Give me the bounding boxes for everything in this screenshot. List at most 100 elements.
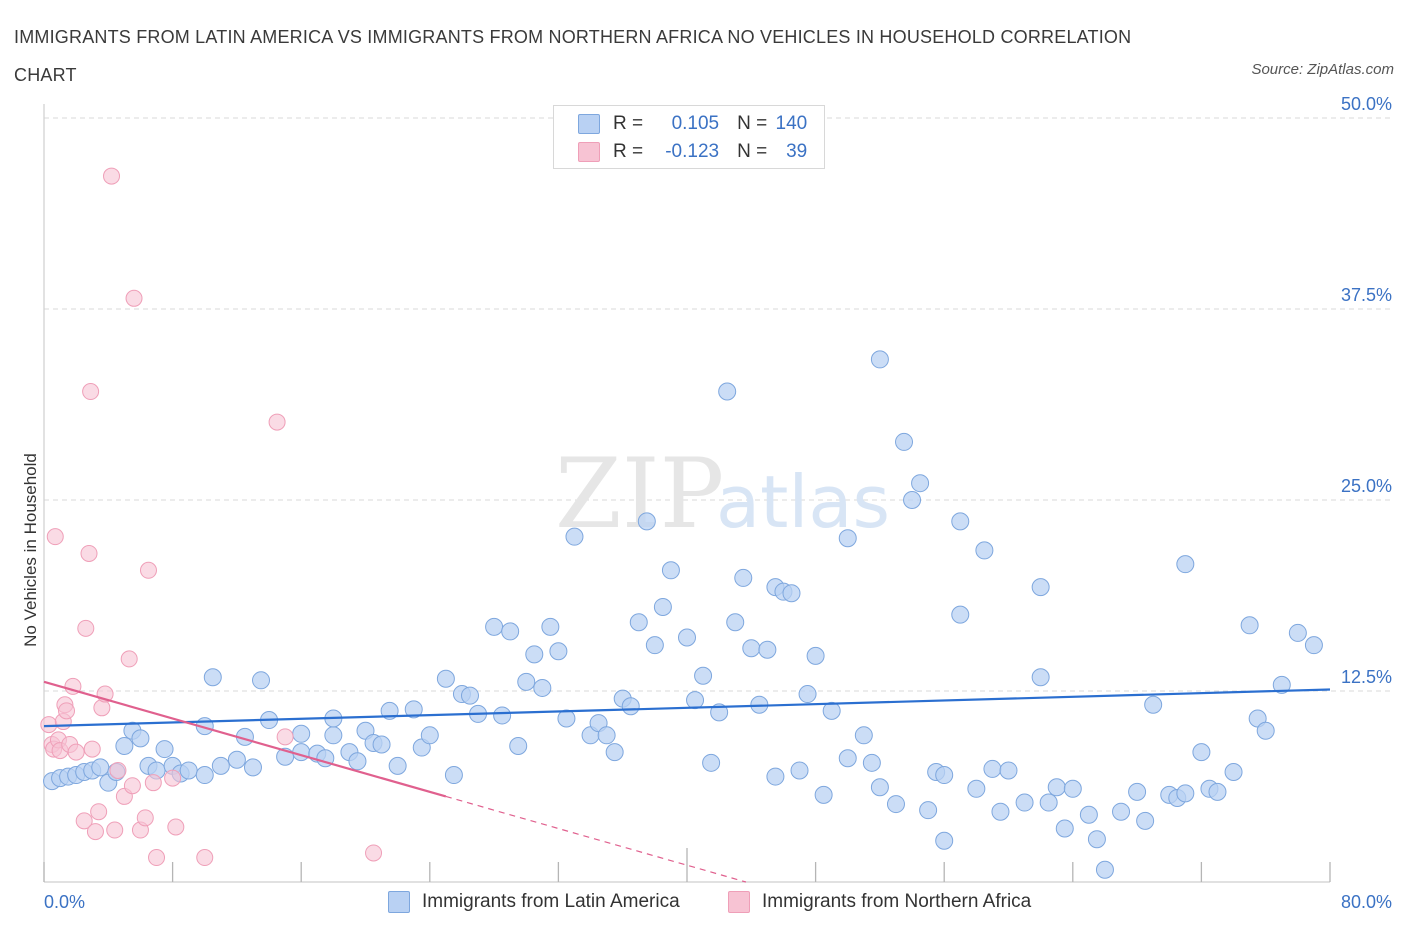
northern-africa-point-37 <box>276 728 294 746</box>
legend-item-northern-africa[interactable]: Immigrants from Northern Africa <box>728 889 1031 915</box>
latin-america-point-66 <box>629 613 648 632</box>
pink-swatch <box>728 891 750 913</box>
watermark-zip: ZIP <box>555 438 724 550</box>
pink-swatch <box>578 142 600 162</box>
latin-america-point-50 <box>493 706 512 725</box>
latin-america-point-63 <box>605 743 624 762</box>
northern-africa-point-27 <box>125 289 143 307</box>
watermark-atlas: atlas <box>716 460 890 544</box>
n-label: N = <box>737 141 768 162</box>
latin-america-point-86 <box>790 761 809 780</box>
chart-title: IMMIGRANTS FROM LATIN AMERICA VS IMMIGRA… <box>14 27 1132 85</box>
latin-america-point-47 <box>460 686 479 705</box>
latin-america-point-11 <box>131 729 150 748</box>
latin-america-point-20 <box>203 668 222 687</box>
n-value: 140 <box>775 113 808 134</box>
latin-america-point-70 <box>661 561 680 580</box>
latin-america-point-122 <box>1112 802 1131 821</box>
latin-america-point-67 <box>637 512 656 531</box>
latin-america-point-53 <box>517 672 536 691</box>
legend-label: Immigrants from Northern Africa <box>762 891 1032 912</box>
latin-america-point-92 <box>838 529 857 548</box>
latin-america-point-56 <box>541 617 560 636</box>
northern-africa-point-31 <box>144 774 162 792</box>
latin-america-point-55 <box>533 678 552 697</box>
stats-legend: R = 0.105 N = 140 R = -0.123 N = 39 <box>553 105 825 169</box>
northern-africa-point-38 <box>365 844 383 862</box>
latin-america-point-73 <box>694 666 713 685</box>
latin-america-point-116 <box>1047 778 1066 797</box>
latin-america-point-91 <box>838 749 857 768</box>
latin-america-point-113 <box>1031 578 1050 597</box>
latin-america-point-28 <box>292 724 311 743</box>
northern-africa-point-15 <box>82 383 100 401</box>
latin-america-point-14 <box>155 740 174 759</box>
latin-america-point-137 <box>1272 675 1291 694</box>
latin-america-point-97 <box>886 795 905 814</box>
latin-america-point-90 <box>822 701 841 720</box>
latin-america-point-106 <box>951 512 970 531</box>
latin-america-point-95 <box>870 350 889 369</box>
latin-america-point-38 <box>372 735 391 754</box>
northern-africa-point-25 <box>120 650 138 668</box>
latin-america-point-130 <box>1192 743 1211 762</box>
watermark: ZIP atlas <box>555 438 890 550</box>
latin-america-point-35 <box>348 752 367 771</box>
legend-item-latin-america[interactable]: Immigrants from Latin America <box>388 889 680 915</box>
northern-africa-point-36 <box>268 413 286 431</box>
latin-america-point-115 <box>1039 793 1058 812</box>
northern-africa-trend-line <box>43 680 447 798</box>
latin-america-point-22 <box>227 750 246 769</box>
latin-america-point-96 <box>870 778 889 797</box>
northern-africa-point-14 <box>80 544 98 562</box>
latin-america-point-138 <box>1288 623 1307 642</box>
stats-legend-row-latin-america: R = 0.105 N = 140 <box>578 111 807 137</box>
latin-america-point-125 <box>1144 695 1163 714</box>
latin-america-point-54 <box>525 645 544 664</box>
latin-america-point-120 <box>1087 830 1106 849</box>
northern-africa-point-13 <box>77 619 95 637</box>
latin-america-point-117 <box>1055 819 1074 838</box>
northern-africa-point-3 <box>46 528 64 546</box>
latin-america-point-32 <box>324 726 343 745</box>
trend-lines <box>43 680 1331 883</box>
latin-america-point-75 <box>710 703 729 722</box>
latin-america-point-136 <box>1256 721 1275 740</box>
northern-africa-point-34 <box>167 818 185 836</box>
r-label: R = <box>613 113 644 134</box>
x-tick-label-min: 0.0% <box>44 892 85 912</box>
latin-america-point-100 <box>911 474 930 493</box>
latin-america-point-121 <box>1095 860 1114 879</box>
latin-america-point-114 <box>1031 668 1050 687</box>
latin-america-point-78 <box>734 568 753 587</box>
northern-africa-point-12 <box>75 812 93 830</box>
latin-america-point-51 <box>501 622 520 641</box>
latin-america-point-99 <box>903 491 922 509</box>
latin-america-point-57 <box>549 642 568 661</box>
latin-america-point-111 <box>999 761 1018 780</box>
latin-america-point-103 <box>935 831 954 850</box>
northern-africa-point-18 <box>90 803 108 821</box>
latin-america-point-133 <box>1224 762 1243 781</box>
northern-africa-point-17 <box>86 823 104 841</box>
latin-america-point-79 <box>742 639 761 658</box>
latin-america-point-76 <box>718 382 737 401</box>
latin-america-point-43 <box>420 726 439 745</box>
northern-africa-point-29 <box>136 809 154 827</box>
latin-america-point-45 <box>444 766 463 785</box>
blue-swatch <box>578 114 600 134</box>
grid-lines <box>44 117 1390 692</box>
series-northern-africa-points <box>40 167 383 867</box>
northern-africa-point-33 <box>164 769 182 787</box>
latin-america-point-44 <box>436 669 455 688</box>
latin-america-point-119 <box>1079 805 1098 824</box>
series-latin-america-points <box>43 350 1323 879</box>
northern-africa-point-11 <box>67 743 85 761</box>
latin-america-point-124 <box>1136 811 1155 830</box>
latin-america-point-112 <box>1015 793 1034 812</box>
latin-america-point-129 <box>1176 784 1195 803</box>
y-tick-label-0: 12.5% <box>1341 667 1392 687</box>
blue-swatch <box>388 891 410 913</box>
northern-africa-point-35 <box>196 849 214 867</box>
